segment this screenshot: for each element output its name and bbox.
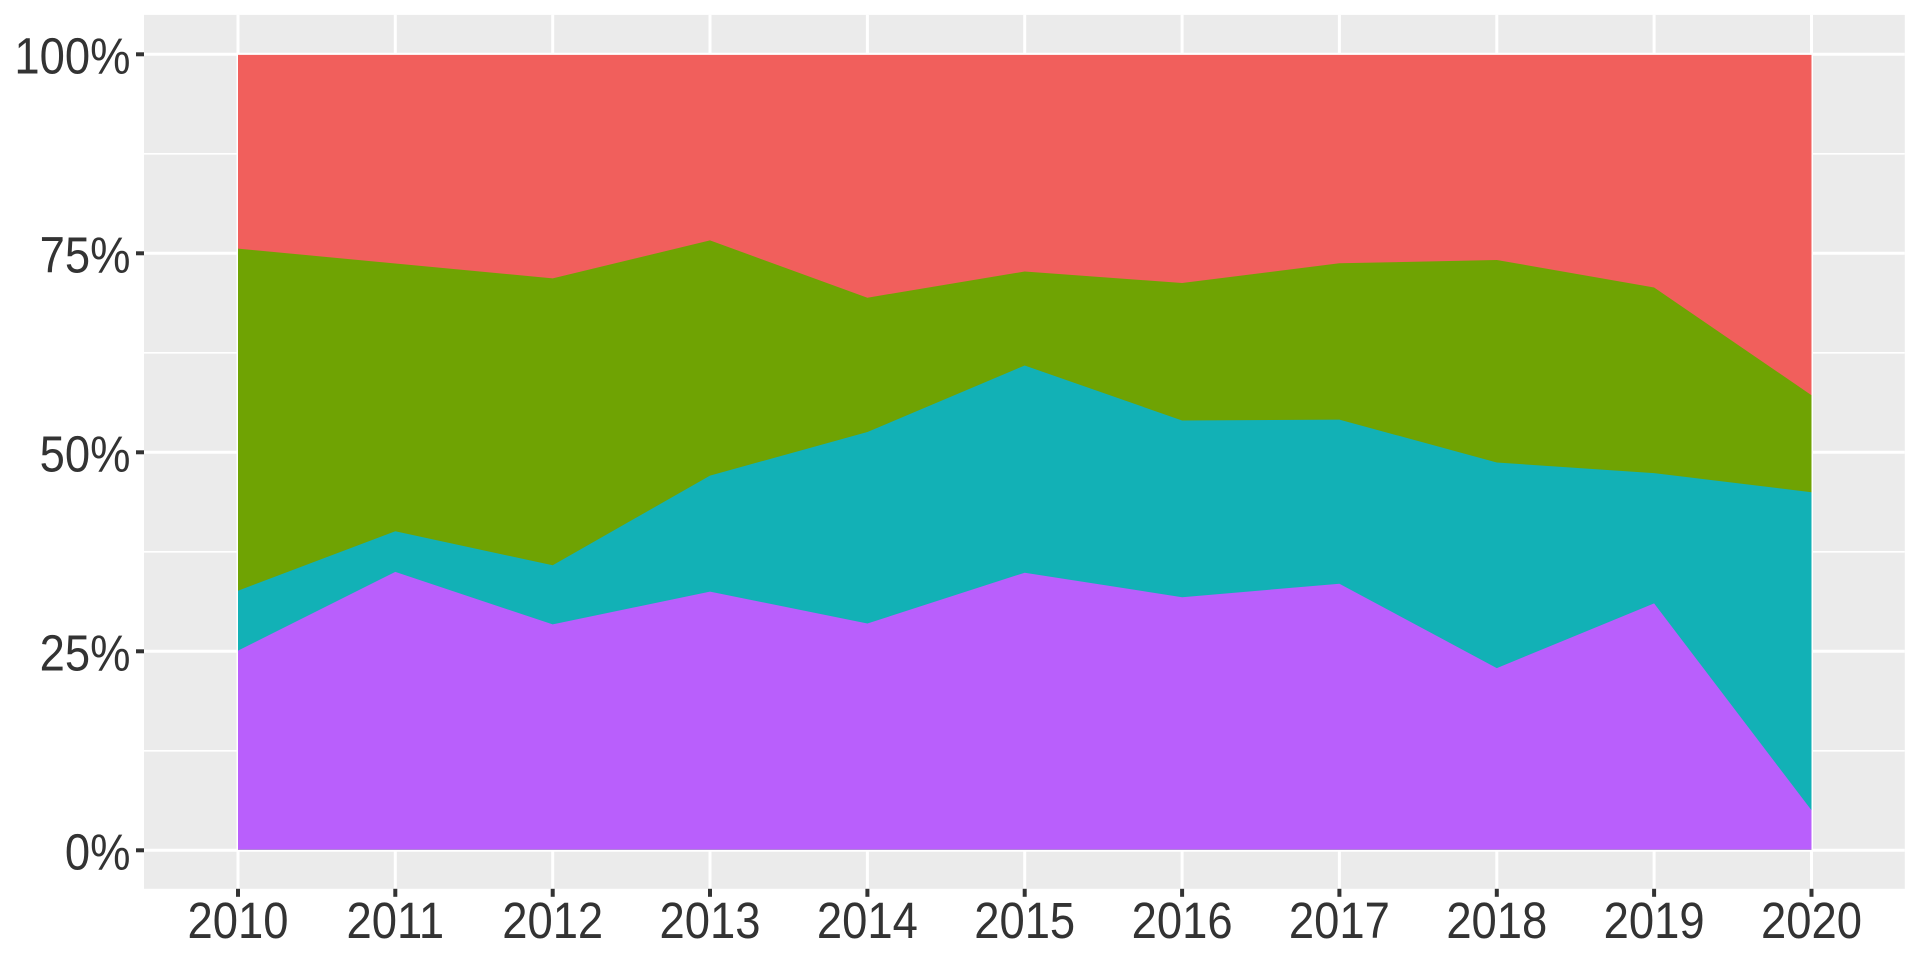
- svg-text:2010: 2010: [188, 892, 289, 949]
- svg-text:2015: 2015: [974, 892, 1075, 949]
- svg-text:2020: 2020: [1761, 892, 1862, 949]
- svg-text:2014: 2014: [817, 892, 918, 949]
- svg-text:2016: 2016: [1132, 892, 1233, 949]
- svg-text:2011: 2011: [347, 892, 445, 949]
- svg-text:0%: 0%: [65, 824, 131, 881]
- svg-text:50%: 50%: [40, 426, 131, 483]
- svg-text:2019: 2019: [1604, 892, 1705, 949]
- svg-text:2013: 2013: [660, 892, 761, 949]
- svg-text:2017: 2017: [1289, 892, 1390, 949]
- svg-text:25%: 25%: [40, 625, 131, 682]
- svg-text:2018: 2018: [1446, 892, 1547, 949]
- svg-text:2012: 2012: [502, 892, 603, 949]
- svg-text:100%: 100%: [14, 28, 130, 85]
- svg-text:75%: 75%: [40, 227, 131, 284]
